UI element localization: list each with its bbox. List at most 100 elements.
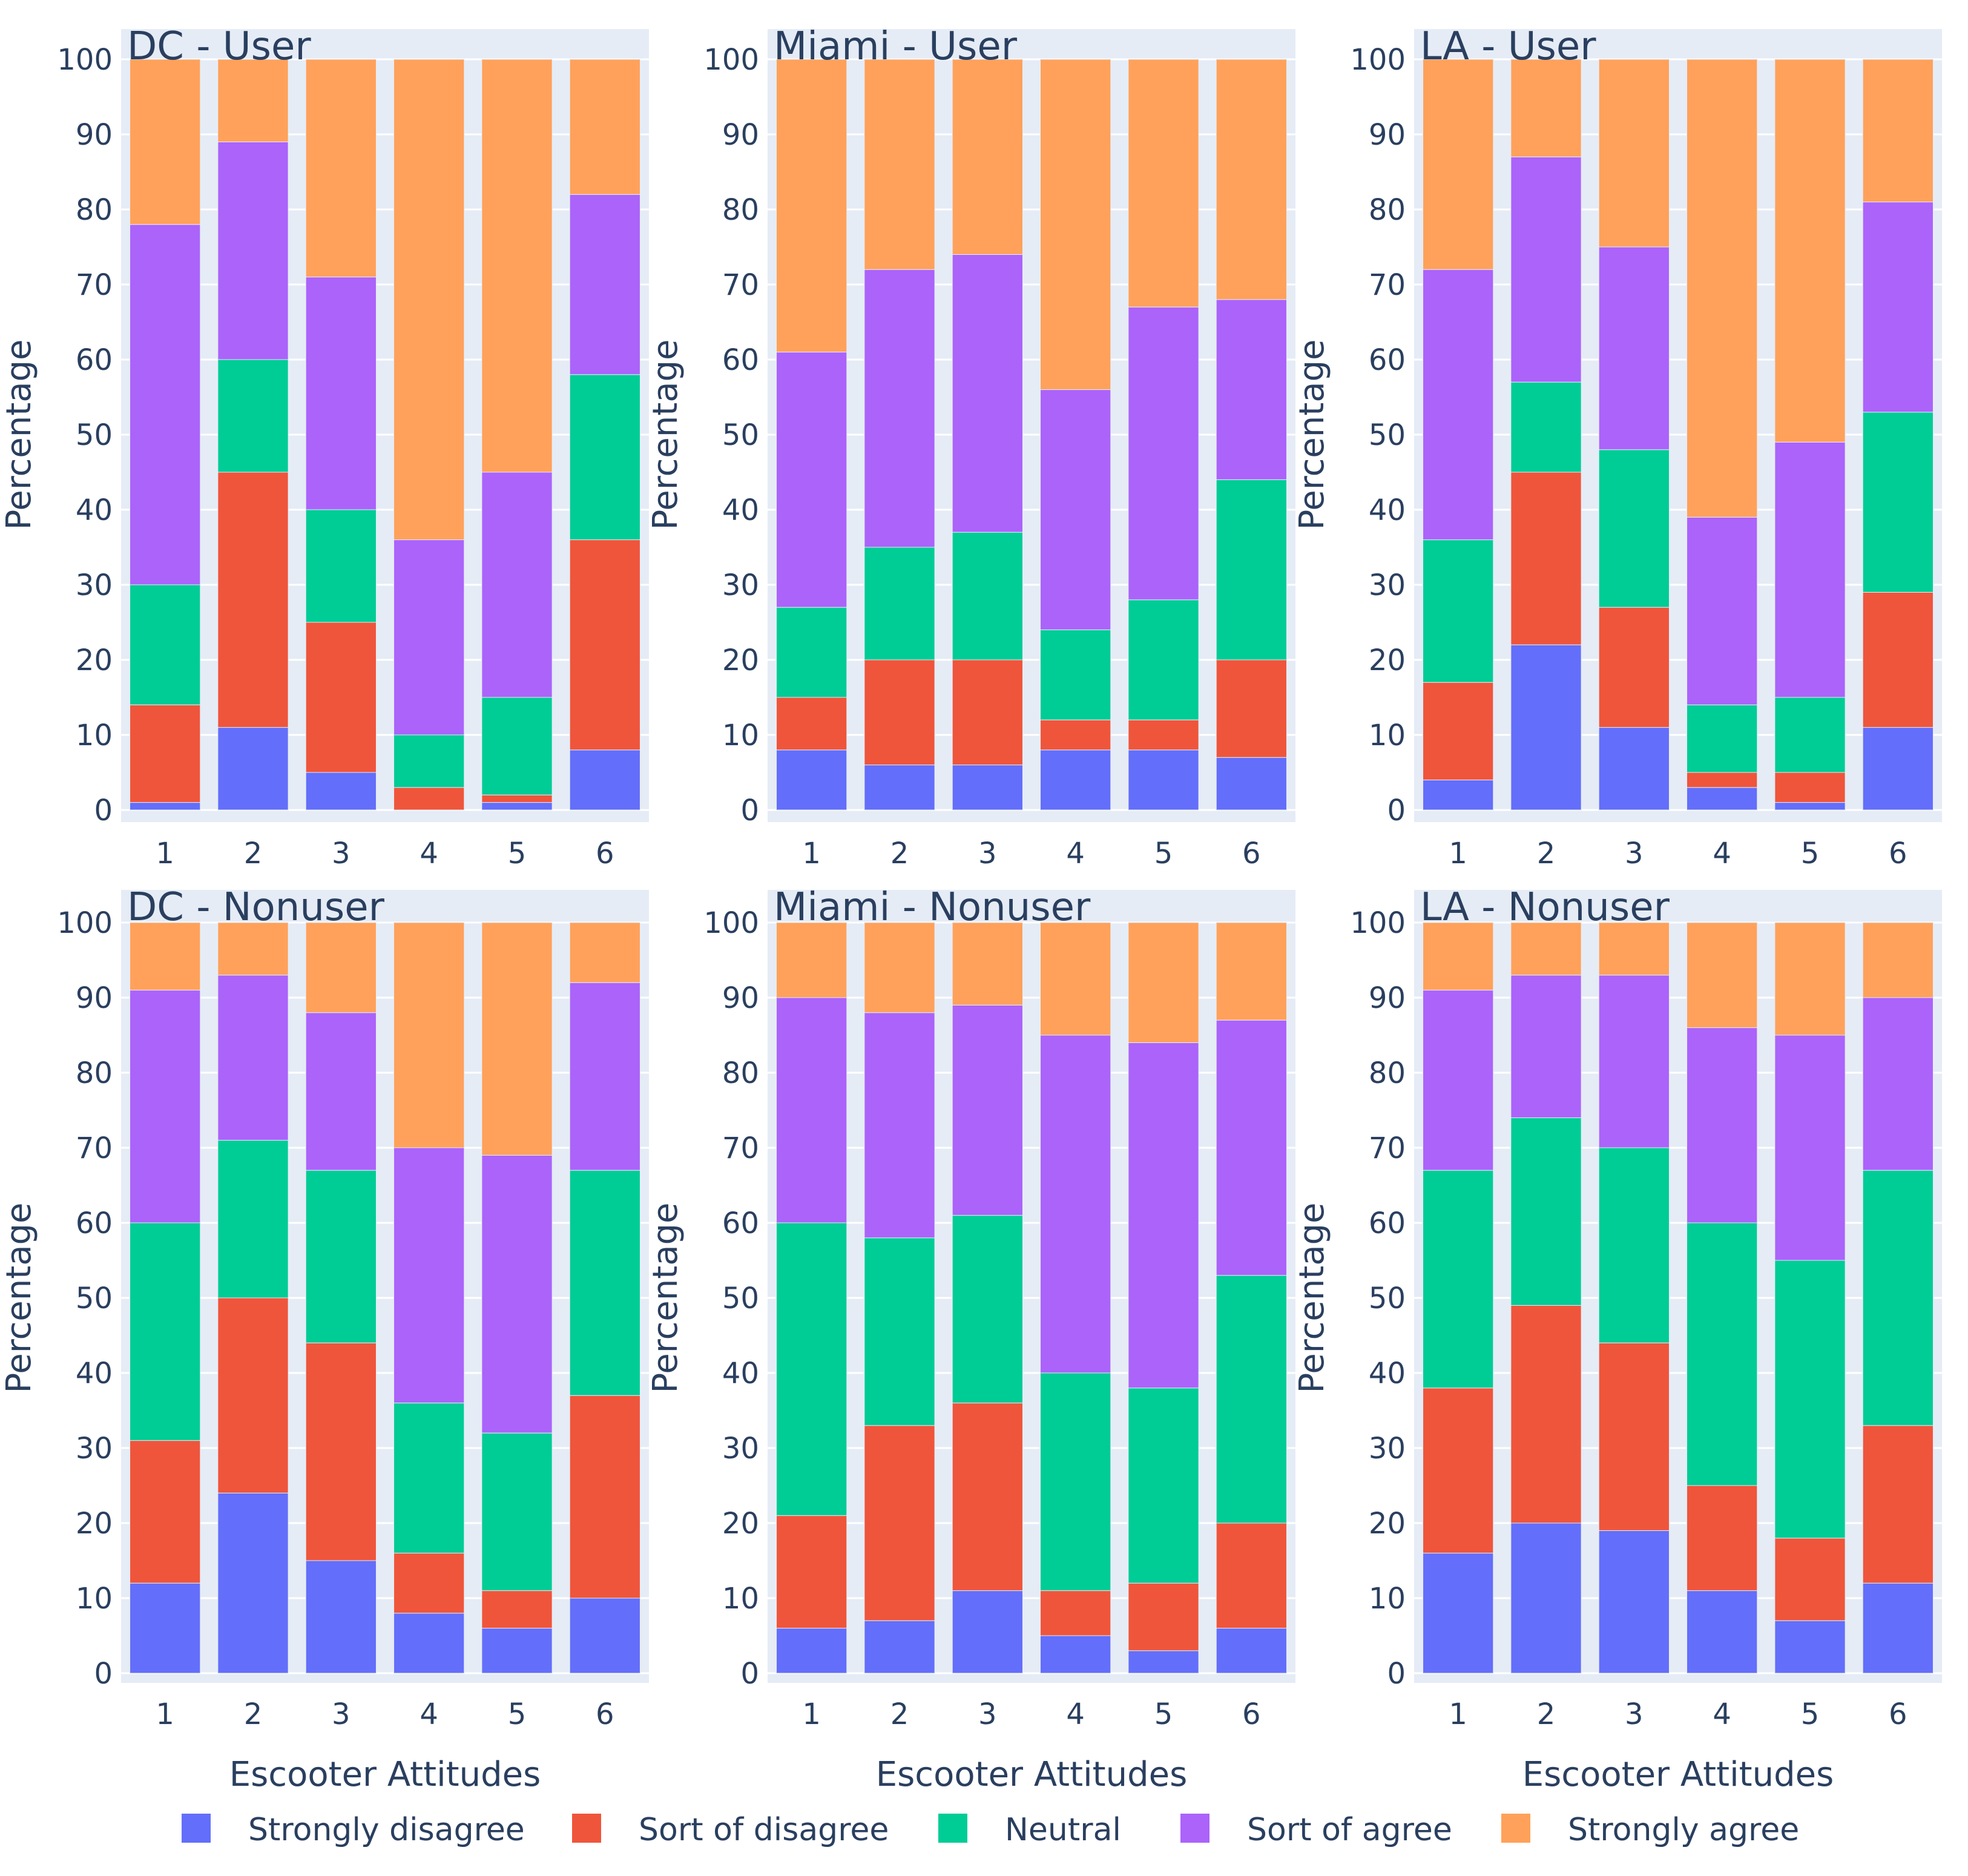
bar-segment-sort-of-agree[interactable]	[130, 224, 201, 585]
bar-segment-neutral[interactable]	[305, 1170, 377, 1343]
bar-segment-strongly-agree[interactable]	[305, 922, 377, 1013]
bar-segment-sort-of-disagree[interactable]	[1423, 1387, 1494, 1554]
bar-segment-strongly-disagree[interactable]	[1128, 1650, 1199, 1674]
bar-segment-strongly-disagree[interactable]	[481, 802, 553, 811]
bar-segment-sort-of-agree[interactable]	[776, 997, 847, 1223]
bar-segment-neutral[interactable]	[569, 374, 640, 541]
bar-segment-sort-of-disagree[interactable]	[1128, 1582, 1199, 1651]
bar-segment-strongly-agree[interactable]	[481, 922, 553, 1156]
bar-segment-sort-of-agree[interactable]	[776, 352, 847, 608]
bar-segment-neutral[interactable]	[217, 359, 289, 473]
bar-segment-sort-of-agree[interactable]	[217, 141, 289, 360]
bar-segment-sort-of-disagree[interactable]	[393, 787, 465, 811]
bar-segment-neutral[interactable]	[1216, 1275, 1287, 1524]
bar-segment-neutral[interactable]	[1862, 412, 1933, 593]
bar-segment-neutral[interactable]	[1510, 1117, 1582, 1306]
bar-segment-sort-of-disagree[interactable]	[864, 1425, 935, 1621]
bar-segment-strongly-agree[interactable]	[864, 922, 935, 1013]
bar-segment-strongly-disagree[interactable]	[481, 1628, 553, 1674]
bar-segment-sort-of-disagree[interactable]	[1423, 682, 1494, 780]
bar-segment-sort-of-agree[interactable]	[217, 975, 289, 1141]
bar-segment-strongly-agree[interactable]	[864, 59, 935, 270]
bar-segment-neutral[interactable]	[1216, 479, 1287, 660]
bar-segment-strongly-agree[interactable]	[1510, 59, 1582, 157]
bar-segment-sort-of-disagree[interactable]	[1862, 1425, 1933, 1584]
bar-segment-strongly-agree[interactable]	[481, 59, 553, 473]
bar-segment-sort-of-agree[interactable]	[1510, 975, 1582, 1118]
bar-segment-sort-of-agree[interactable]	[393, 1147, 465, 1404]
bar-segment-strongly-disagree[interactable]	[1598, 1530, 1670, 1674]
bar-segment-sort-of-disagree[interactable]	[1598, 1342, 1670, 1531]
bar-segment-neutral[interactable]	[569, 1170, 640, 1396]
bar-segment-strongly-agree[interactable]	[1040, 922, 1111, 1036]
bar-segment-neutral[interactable]	[864, 547, 935, 660]
bar-segment-sort-of-disagree[interactable]	[569, 1395, 640, 1599]
bar-segment-strongly-disagree[interactable]	[130, 1582, 201, 1674]
bar-segment-strongly-disagree[interactable]	[217, 727, 289, 811]
bar-segment-strongly-disagree[interactable]	[305, 1560, 377, 1674]
bar-segment-strongly-agree[interactable]	[776, 59, 847, 353]
bar-segment-sort-of-disagree[interactable]	[1598, 607, 1670, 728]
bar-segment-sort-of-disagree[interactable]	[776, 697, 847, 751]
bar-segment-sort-of-agree[interactable]	[569, 982, 640, 1171]
bar-segment-sort-of-agree[interactable]	[1216, 299, 1287, 480]
bar-segment-sort-of-agree[interactable]	[1862, 997, 1933, 1171]
bar-segment-neutral[interactable]	[1598, 449, 1670, 608]
bar-segment-sort-of-agree[interactable]	[1216, 1019, 1287, 1276]
bar-segment-sort-of-disagree[interactable]	[1510, 472, 1582, 645]
bar-segment-strongly-disagree[interactable]	[1216, 1628, 1287, 1674]
bar-segment-sort-of-disagree[interactable]	[569, 539, 640, 751]
bar-segment-strongly-agree[interactable]	[1128, 922, 1199, 1043]
bar-segment-neutral[interactable]	[1598, 1147, 1670, 1343]
bar-segment-sort-of-disagree[interactable]	[1216, 659, 1287, 758]
bar-segment-strongly-agree[interactable]	[1687, 59, 1758, 518]
bar-segment-strongly-disagree[interactable]	[1510, 644, 1582, 811]
bar-segment-strongly-agree[interactable]	[1774, 59, 1846, 443]
bar-segment-sort-of-agree[interactable]	[1510, 156, 1582, 383]
bar-segment-neutral[interactable]	[1862, 1170, 1933, 1426]
bar-segment-strongly-agree[interactable]	[1423, 922, 1494, 991]
bar-segment-sort-of-disagree[interactable]	[1128, 719, 1199, 751]
bar-segment-neutral[interactable]	[481, 1432, 553, 1591]
bar-segment-strongly-agree[interactable]	[1774, 922, 1846, 1036]
bar-segment-neutral[interactable]	[864, 1237, 935, 1426]
bar-segment-strongly-disagree[interactable]	[1040, 749, 1111, 811]
legend-item-sort-of-agree[interactable]: Sort of agree	[1180, 1812, 1452, 1848]
bar-segment-sort-of-disagree[interactable]	[776, 1515, 847, 1629]
bar-segment-strongly-disagree[interactable]	[1774, 802, 1846, 811]
bar-segment-sort-of-agree[interactable]	[952, 1004, 1023, 1216]
bar-segment-sort-of-disagree[interactable]	[1774, 1538, 1846, 1621]
bar-segment-strongly-disagree[interactable]	[1598, 727, 1670, 811]
bar-segment-strongly-disagree[interactable]	[1774, 1620, 1846, 1674]
bar-segment-sort-of-agree[interactable]	[1774, 1035, 1846, 1261]
bar-segment-sort-of-agree[interactable]	[864, 1012, 935, 1239]
bar-segment-sort-of-disagree[interactable]	[1774, 772, 1846, 803]
bar-segment-strongly-agree[interactable]	[1687, 922, 1758, 1029]
bar-segment-strongly-agree[interactable]	[393, 922, 465, 1148]
legend-item-strongly-disagree[interactable]: Strongly disagree	[182, 1812, 525, 1848]
bar-segment-strongly-disagree[interactable]	[1510, 1522, 1582, 1674]
bar-segment-sort-of-disagree[interactable]	[130, 704, 201, 803]
bar-segment-strongly-disagree[interactable]	[1128, 749, 1199, 811]
bar-segment-neutral[interactable]	[393, 734, 465, 788]
bar-segment-sort-of-disagree[interactable]	[1040, 719, 1111, 751]
bar-segment-strongly-agree[interactable]	[569, 59, 640, 195]
bar-segment-neutral[interactable]	[1687, 1222, 1758, 1486]
bar-segment-sort-of-agree[interactable]	[130, 990, 201, 1223]
bar-segment-strongly-disagree[interactable]	[1216, 757, 1287, 811]
bar-segment-sort-of-disagree[interactable]	[1510, 1305, 1582, 1524]
bar-segment-strongly-agree[interactable]	[1040, 59, 1111, 390]
bar-segment-sort-of-agree[interactable]	[952, 254, 1023, 533]
bar-segment-sort-of-agree[interactable]	[569, 194, 640, 375]
bar-segment-sort-of-agree[interactable]	[305, 1012, 377, 1171]
bar-segment-neutral[interactable]	[952, 1215, 1023, 1404]
legend-item-sort-of-disagree[interactable]: Sort of disagree	[572, 1812, 889, 1848]
bar-segment-sort-of-disagree[interactable]	[1216, 1522, 1287, 1629]
bar-segment-sort-of-agree[interactable]	[481, 472, 553, 698]
bar-segment-strongly-disagree[interactable]	[217, 1492, 289, 1674]
bar-segment-strongly-disagree[interactable]	[130, 802, 201, 811]
bar-segment-strongly-disagree[interactable]	[569, 1598, 640, 1674]
bar-segment-sort-of-agree[interactable]	[1687, 1027, 1758, 1223]
bar-segment-sort-of-disagree[interactable]	[481, 794, 553, 803]
bar-segment-strongly-agree[interactable]	[1598, 59, 1670, 248]
